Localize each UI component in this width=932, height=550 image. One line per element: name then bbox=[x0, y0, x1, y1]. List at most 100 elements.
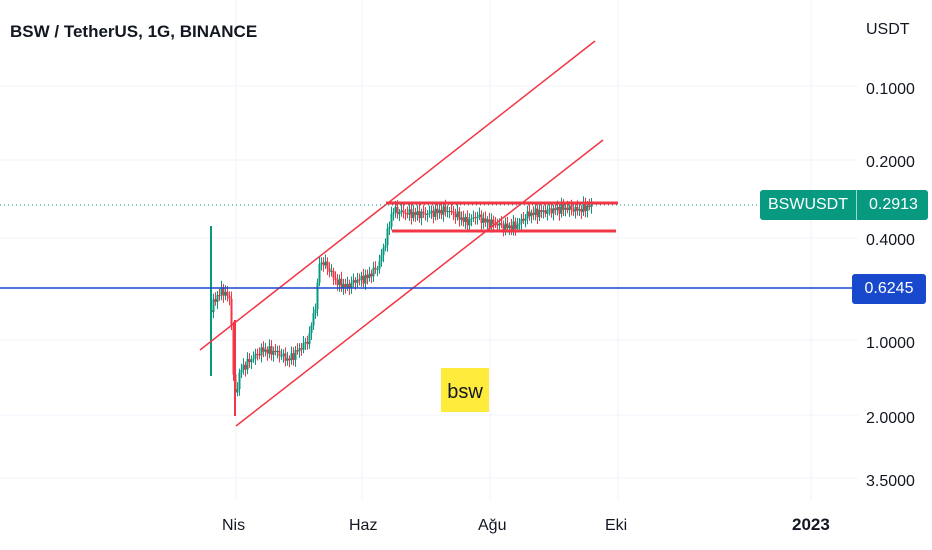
candle-body bbox=[410, 209, 413, 219]
candle-body bbox=[440, 209, 443, 215]
candle-body bbox=[408, 209, 411, 215]
candle-body bbox=[324, 261, 327, 266]
candle-body bbox=[456, 211, 459, 218]
candle-body bbox=[528, 211, 531, 217]
candle-body bbox=[538, 210, 541, 218]
candle-body bbox=[342, 284, 345, 289]
candle-body bbox=[580, 208, 583, 213]
candle-body bbox=[376, 269, 379, 271]
y-axis-unit: USDT bbox=[866, 21, 910, 38]
candle-body bbox=[482, 218, 485, 223]
candle-body bbox=[340, 278, 343, 289]
candle-body bbox=[338, 278, 341, 285]
channel-upper-line[interactable] bbox=[199, 40, 596, 351]
last-price-badge[interactable]: BSWUSDT 0.2913 bbox=[760, 190, 928, 220]
candle-body bbox=[374, 267, 377, 270]
candle-body bbox=[248, 358, 251, 363]
candle-body bbox=[334, 277, 337, 280]
candle-body bbox=[282, 353, 285, 356]
candle-body bbox=[484, 218, 487, 223]
candle-body bbox=[250, 359, 253, 363]
candle-body bbox=[258, 354, 261, 356]
candle-body bbox=[270, 346, 273, 355]
candle-body bbox=[446, 211, 449, 213]
candle-body bbox=[462, 217, 465, 223]
candle-body bbox=[296, 350, 299, 352]
candle-body bbox=[448, 211, 451, 213]
candle-body bbox=[364, 274, 367, 284]
candle-body bbox=[548, 208, 551, 210]
hline-price-badge[interactable]: 0.6245 bbox=[852, 274, 926, 304]
candle-body bbox=[522, 218, 525, 221]
candle-body bbox=[366, 274, 369, 279]
candle-body bbox=[288, 358, 291, 361]
candle-body bbox=[588, 205, 591, 208]
candle-body bbox=[332, 270, 335, 278]
candle-body bbox=[532, 212, 535, 215]
channel-lower-line[interactable] bbox=[235, 139, 604, 427]
candle-body bbox=[498, 223, 501, 226]
candle-body bbox=[452, 211, 455, 214]
candle-body bbox=[268, 346, 271, 354]
symbol-label: BSWUSDT bbox=[760, 190, 857, 220]
candle-body bbox=[346, 283, 349, 288]
candle-body bbox=[488, 219, 491, 228]
candle-body bbox=[420, 211, 423, 219]
candle-body bbox=[468, 219, 471, 226]
candle-body bbox=[560, 204, 563, 214]
candle-body bbox=[280, 355, 283, 357]
candle-body bbox=[472, 217, 475, 219]
candle-body bbox=[262, 347, 265, 352]
candle-body bbox=[310, 325, 313, 334]
candle-body bbox=[240, 369, 243, 373]
candle-body bbox=[218, 295, 221, 297]
candle-body bbox=[470, 218, 473, 220]
candle-body bbox=[252, 358, 255, 360]
candle-body bbox=[380, 255, 383, 262]
candle-body bbox=[358, 279, 361, 281]
candle-body bbox=[416, 211, 419, 216]
candle-body bbox=[444, 206, 447, 212]
candle-body bbox=[386, 228, 389, 246]
candle-body bbox=[564, 207, 567, 210]
candle-body bbox=[418, 211, 421, 219]
candle-body bbox=[514, 221, 517, 229]
candle-body bbox=[260, 347, 263, 356]
hline-price-value: 0.6245 bbox=[864, 280, 914, 297]
candle-body bbox=[524, 218, 527, 221]
candle-body bbox=[302, 343, 305, 350]
candle-body bbox=[534, 208, 537, 215]
candle-body bbox=[266, 349, 269, 354]
candle-body bbox=[520, 218, 523, 224]
candle-body bbox=[246, 358, 249, 370]
candle-body bbox=[480, 214, 483, 223]
grid bbox=[0, 0, 858, 500]
candle-body bbox=[544, 210, 547, 214]
trend-drawings bbox=[0, 40, 858, 427]
candle-body bbox=[306, 341, 309, 345]
candle-body bbox=[274, 350, 277, 352]
candle-body bbox=[354, 280, 357, 283]
candle-body bbox=[504, 223, 507, 230]
candle-body bbox=[556, 206, 559, 211]
candle-body bbox=[212, 299, 215, 312]
candle-body bbox=[510, 225, 513, 231]
candle-body bbox=[402, 210, 405, 213]
candle-body bbox=[328, 268, 331, 272]
candle-body bbox=[344, 284, 347, 288]
candle-body bbox=[320, 262, 323, 265]
candle-body bbox=[220, 287, 223, 296]
chart-title: BSW / TetherUS, 1G, BINANCE bbox=[10, 22, 258, 41]
y-tick-label: 0.1000 bbox=[866, 81, 915, 98]
candle-body bbox=[476, 216, 479, 219]
candle-body bbox=[314, 309, 317, 314]
candle-body bbox=[216, 295, 219, 302]
candle-body bbox=[412, 212, 415, 219]
candle-body bbox=[352, 280, 355, 283]
annotation-box[interactable]: bsw bbox=[441, 368, 489, 412]
candle-body bbox=[438, 209, 441, 214]
candle-body bbox=[572, 209, 575, 212]
candle-body bbox=[294, 350, 297, 360]
x-tick-label: Nis bbox=[222, 517, 245, 534]
